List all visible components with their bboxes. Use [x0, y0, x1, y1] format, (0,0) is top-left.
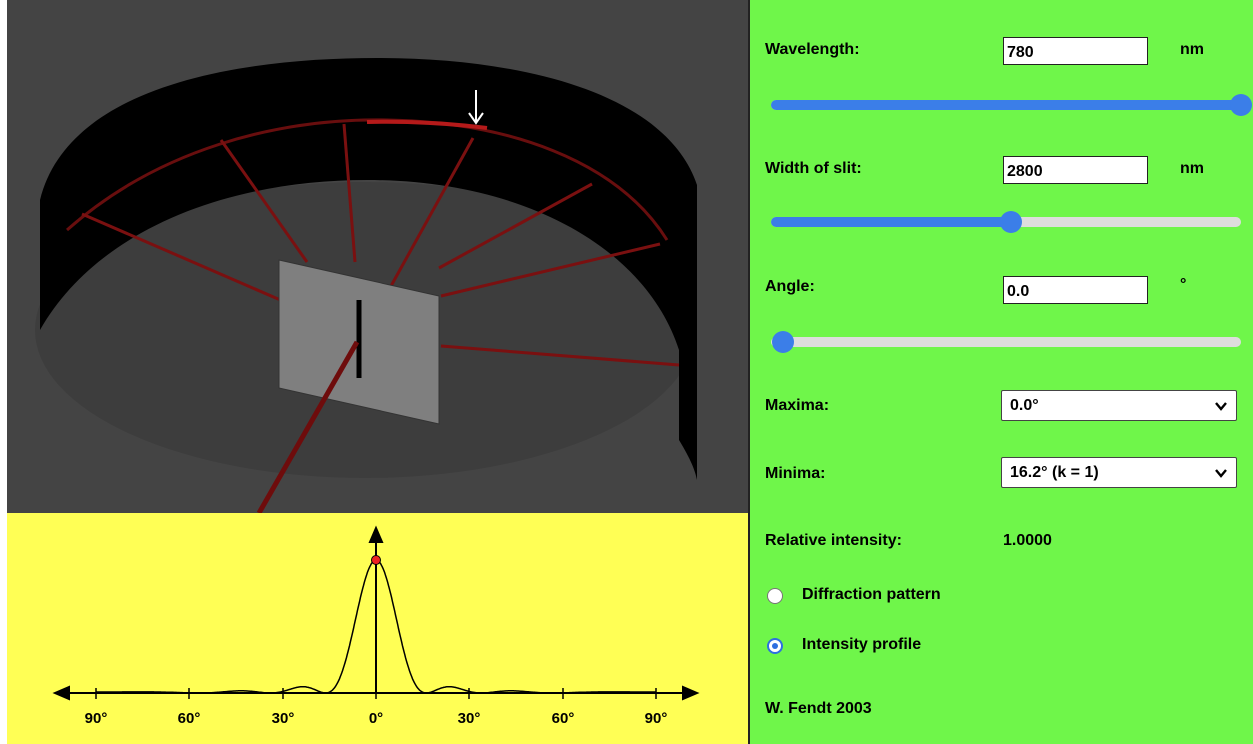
author-credit: W. Fendt 2003	[765, 700, 872, 717]
intensity-graph: 90° 60° 30° 0° 30° 60° 90°	[7, 513, 748, 744]
maxima-label: Maxima:	[765, 397, 830, 414]
maxima-select[interactable]: 0.0°	[1001, 390, 1237, 421]
angle-slider[interactable]	[771, 331, 1241, 353]
tick-label-neg60: 60°	[178, 710, 201, 727]
relative-intensity-label: Relative intensity:	[765, 532, 902, 549]
relative-intensity-value: 1.0000	[1003, 532, 1052, 549]
wavelength-label: Wavelength:	[765, 41, 860, 58]
intensity-graph-canvas: 90° 60° 30° 0° 30° 60° 90°	[52, 525, 700, 727]
tick-label-60: 60°	[552, 710, 575, 727]
diffraction-pattern-label[interactable]: Diffraction pattern	[802, 586, 941, 603]
minima-label: Minima:	[765, 465, 826, 482]
slit-width-slider-thumb[interactable]	[999, 211, 1022, 233]
diffraction-pattern-radio[interactable]	[767, 588, 783, 604]
y-axis	[368, 525, 384, 693]
slit-width-unit: nm	[1180, 160, 1204, 177]
angle-unit: °	[1180, 276, 1187, 293]
slider-track	[771, 337, 1241, 347]
panel-divider	[748, 0, 750, 744]
angle-slider-thumb[interactable]	[772, 331, 794, 353]
tick-label-0: 0°	[369, 710, 383, 727]
angle-input[interactable]	[1003, 276, 1148, 304]
tick-label-90: 90°	[645, 710, 668, 727]
slider-fill	[771, 217, 1011, 227]
current-intensity-marker[interactable]	[371, 555, 381, 565]
ray-lines	[81, 123, 680, 367]
simulation-canvas	[35, 58, 697, 513]
intensity-profile-label[interactable]: Intensity profile	[802, 636, 922, 653]
minima-selected-value: 16.2° (k = 1)	[1010, 464, 1099, 481]
tick-label-neg90: 90°	[85, 710, 108, 727]
wavelength-input[interactable]	[1003, 37, 1148, 65]
observation-screen	[40, 58, 697, 480]
slit-width-slider[interactable]	[771, 211, 1241, 233]
chevron-down-icon	[1215, 402, 1227, 411]
incident-beam	[256, 340, 360, 513]
minima-select[interactable]: 16.2° (k = 1)	[1001, 457, 1237, 488]
slit-width-input[interactable]	[1003, 156, 1148, 184]
angle-label: Angle:	[765, 278, 815, 295]
angle-arrow-icon[interactable]	[468, 90, 484, 125]
tick-label-neg30: 30°	[272, 710, 295, 727]
maxima-selected-value: 0.0°	[1010, 397, 1039, 414]
tick-label-30: 30°	[458, 710, 481, 727]
simulation-view	[7, 0, 748, 513]
wavelength-slider[interactable]	[771, 94, 1252, 116]
wavelength-slider-thumb[interactable]	[1230, 94, 1252, 116]
slider-fill	[771, 100, 1241, 110]
wavelength-unit: nm	[1180, 41, 1204, 58]
chevron-down-icon	[1215, 469, 1227, 478]
control-panel: Wavelength: nm Width of slit: nm Angle: …	[750, 0, 1253, 744]
slit-width-label: Width of slit:	[765, 160, 862, 177]
intensity-profile-radio[interactable]	[767, 638, 783, 654]
